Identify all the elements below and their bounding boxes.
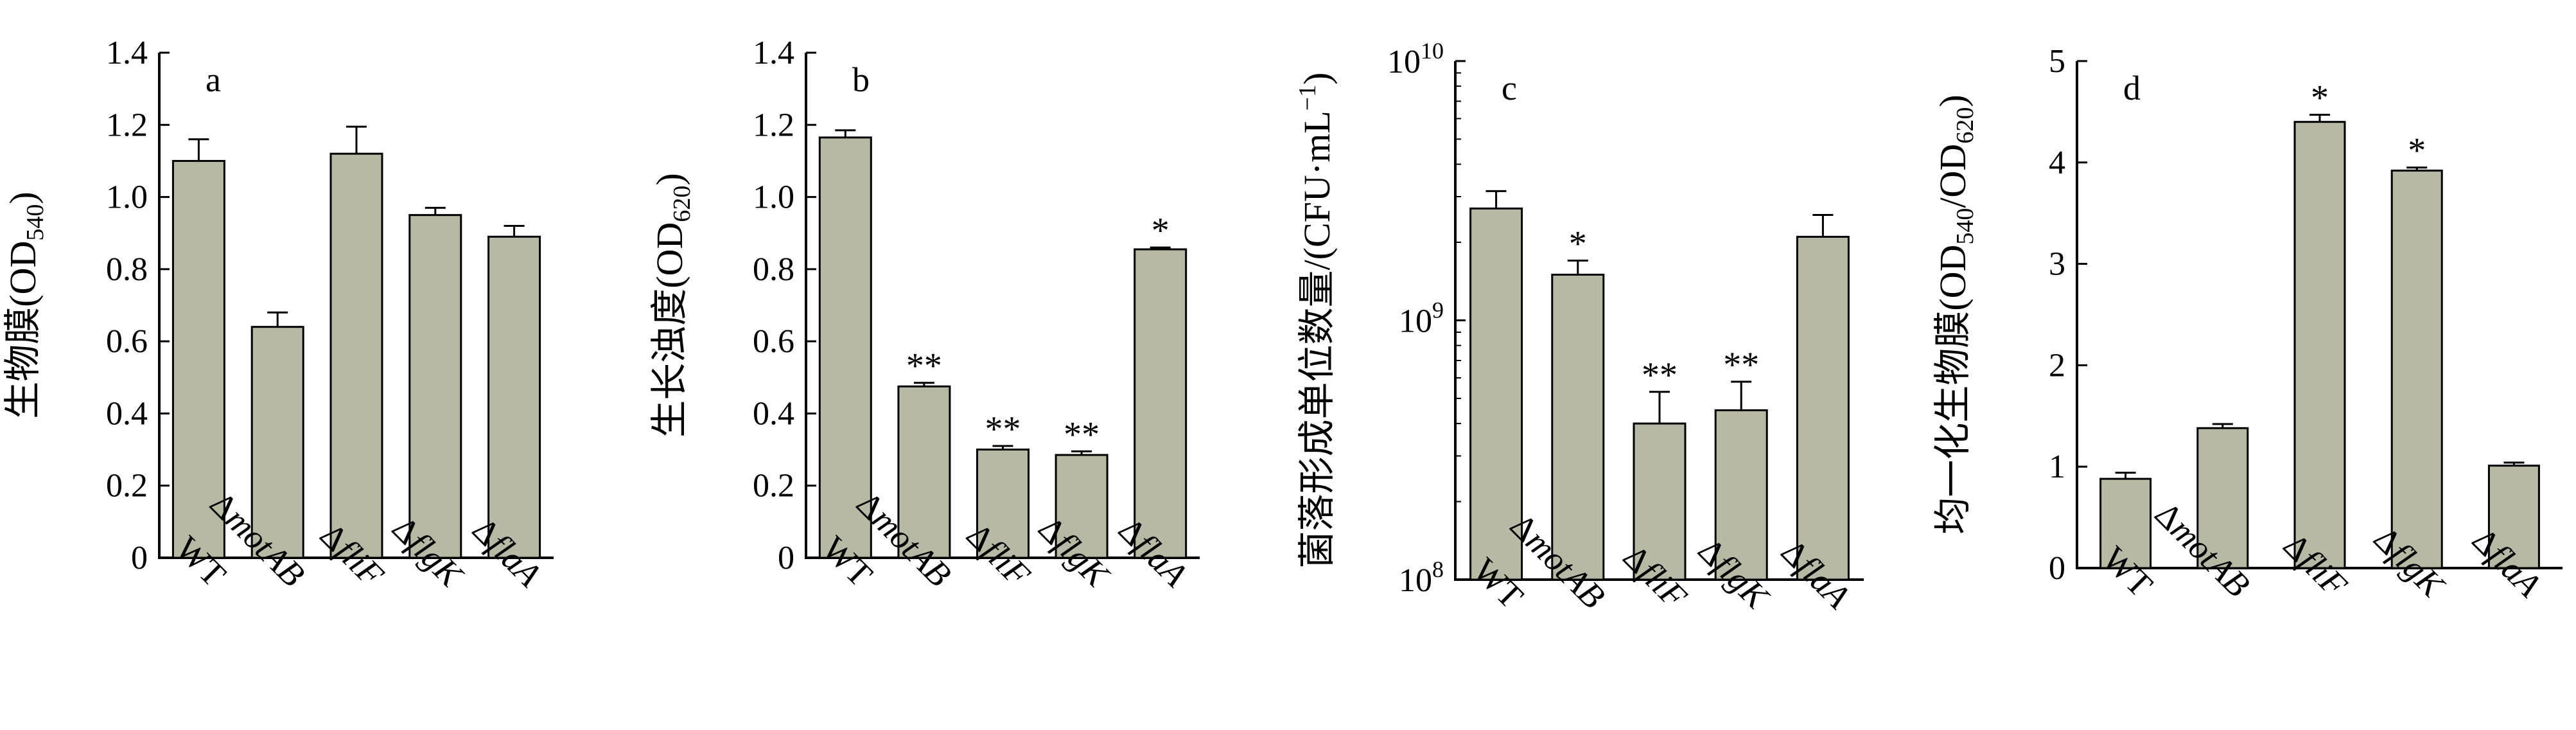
- bar: [487, 235, 541, 559]
- bar: [2487, 465, 2540, 569]
- bar: [818, 136, 872, 559]
- y-tick-label: 4: [2049, 145, 2065, 181]
- y-tick-label: 0.4: [753, 395, 794, 432]
- y-tick-label: 2: [2049, 347, 2065, 384]
- y-tick-label: 1.0: [753, 179, 794, 216]
- y-tick-label: 0.6: [106, 323, 148, 360]
- y-tick-label: 1.2: [753, 107, 794, 143]
- significance-mark: *: [2408, 131, 2426, 171]
- y-tick-label: 1.4: [106, 35, 148, 71]
- significance-mark: **: [1723, 345, 1759, 385]
- bar: [1134, 248, 1187, 559]
- panel-letter: c: [1502, 69, 1517, 107]
- significance-mark: *: [1152, 211, 1170, 251]
- y-tick-label: 0: [778, 540, 794, 576]
- panel-letter: b: [852, 60, 870, 99]
- significance-mark: **: [985, 409, 1021, 449]
- y-tick-label: 0.2: [106, 468, 148, 504]
- bar: [1055, 454, 1108, 559]
- y-tick-label: 108: [1399, 556, 1444, 599]
- bar: [2196, 427, 2249, 569]
- y-tick-label: 0: [131, 540, 148, 576]
- panel-letter: d: [2123, 69, 2141, 107]
- y-tick-label: 1: [2049, 449, 2065, 485]
- panel-letter: a: [206, 60, 221, 99]
- bar: [1633, 422, 1687, 581]
- y-tick-label: 0.2: [753, 468, 794, 504]
- y-tick-label: 0.8: [753, 251, 794, 288]
- y-tick-label: 0.4: [106, 395, 148, 432]
- significance-mark: *: [1569, 224, 1587, 264]
- significance-mark: **: [906, 346, 942, 386]
- significance-mark: *: [2311, 78, 2329, 118]
- y-tick-label: 1.2: [106, 107, 148, 143]
- bar: [1796, 235, 1850, 581]
- y-axis-label: 均一化生物膜(OD540/OD620): [1932, 94, 1979, 534]
- y-tick-label: 3: [2049, 246, 2065, 283]
- bar: [2390, 169, 2443, 569]
- bar: [250, 326, 304, 559]
- bar: [329, 152, 383, 559]
- bar: [2293, 121, 2346, 569]
- bar: [2099, 477, 2152, 569]
- y-tick-label: 1.4: [753, 35, 794, 71]
- bar: [976, 449, 1030, 559]
- y-tick-label: 1.0: [106, 179, 148, 216]
- significance-mark: **: [1642, 355, 1678, 395]
- bar: [408, 214, 462, 559]
- y-tick-label: 109: [1399, 298, 1444, 340]
- y-axis-label: 生长浊度(OD620): [649, 173, 696, 437]
- bar: [1551, 273, 1605, 581]
- bar: [1714, 409, 1768, 581]
- y-tick-label: 5: [2049, 43, 2065, 80]
- y-tick-label: 0.6: [753, 323, 794, 360]
- y-tick-label: 0: [2049, 550, 2065, 587]
- chart-panel-c: 1081091010cWT*ΔmotAB**ΔfliF**ΔflgKΔflaA菌…: [1294, 38, 1864, 618]
- chart-panel-b: 00.20.40.60.81.01.21.4bWT**ΔmotAB**ΔfliF…: [649, 35, 1200, 596]
- y-axis-label: 生物膜(OD540): [2, 191, 49, 418]
- y-tick-label: 1010: [1387, 38, 1444, 80]
- significance-mark: **: [1064, 414, 1100, 454]
- y-axis-label: 菌落形成单位数量/(CFU·mL−1): [1294, 73, 1338, 569]
- y-tick-label: 0.8: [106, 251, 148, 288]
